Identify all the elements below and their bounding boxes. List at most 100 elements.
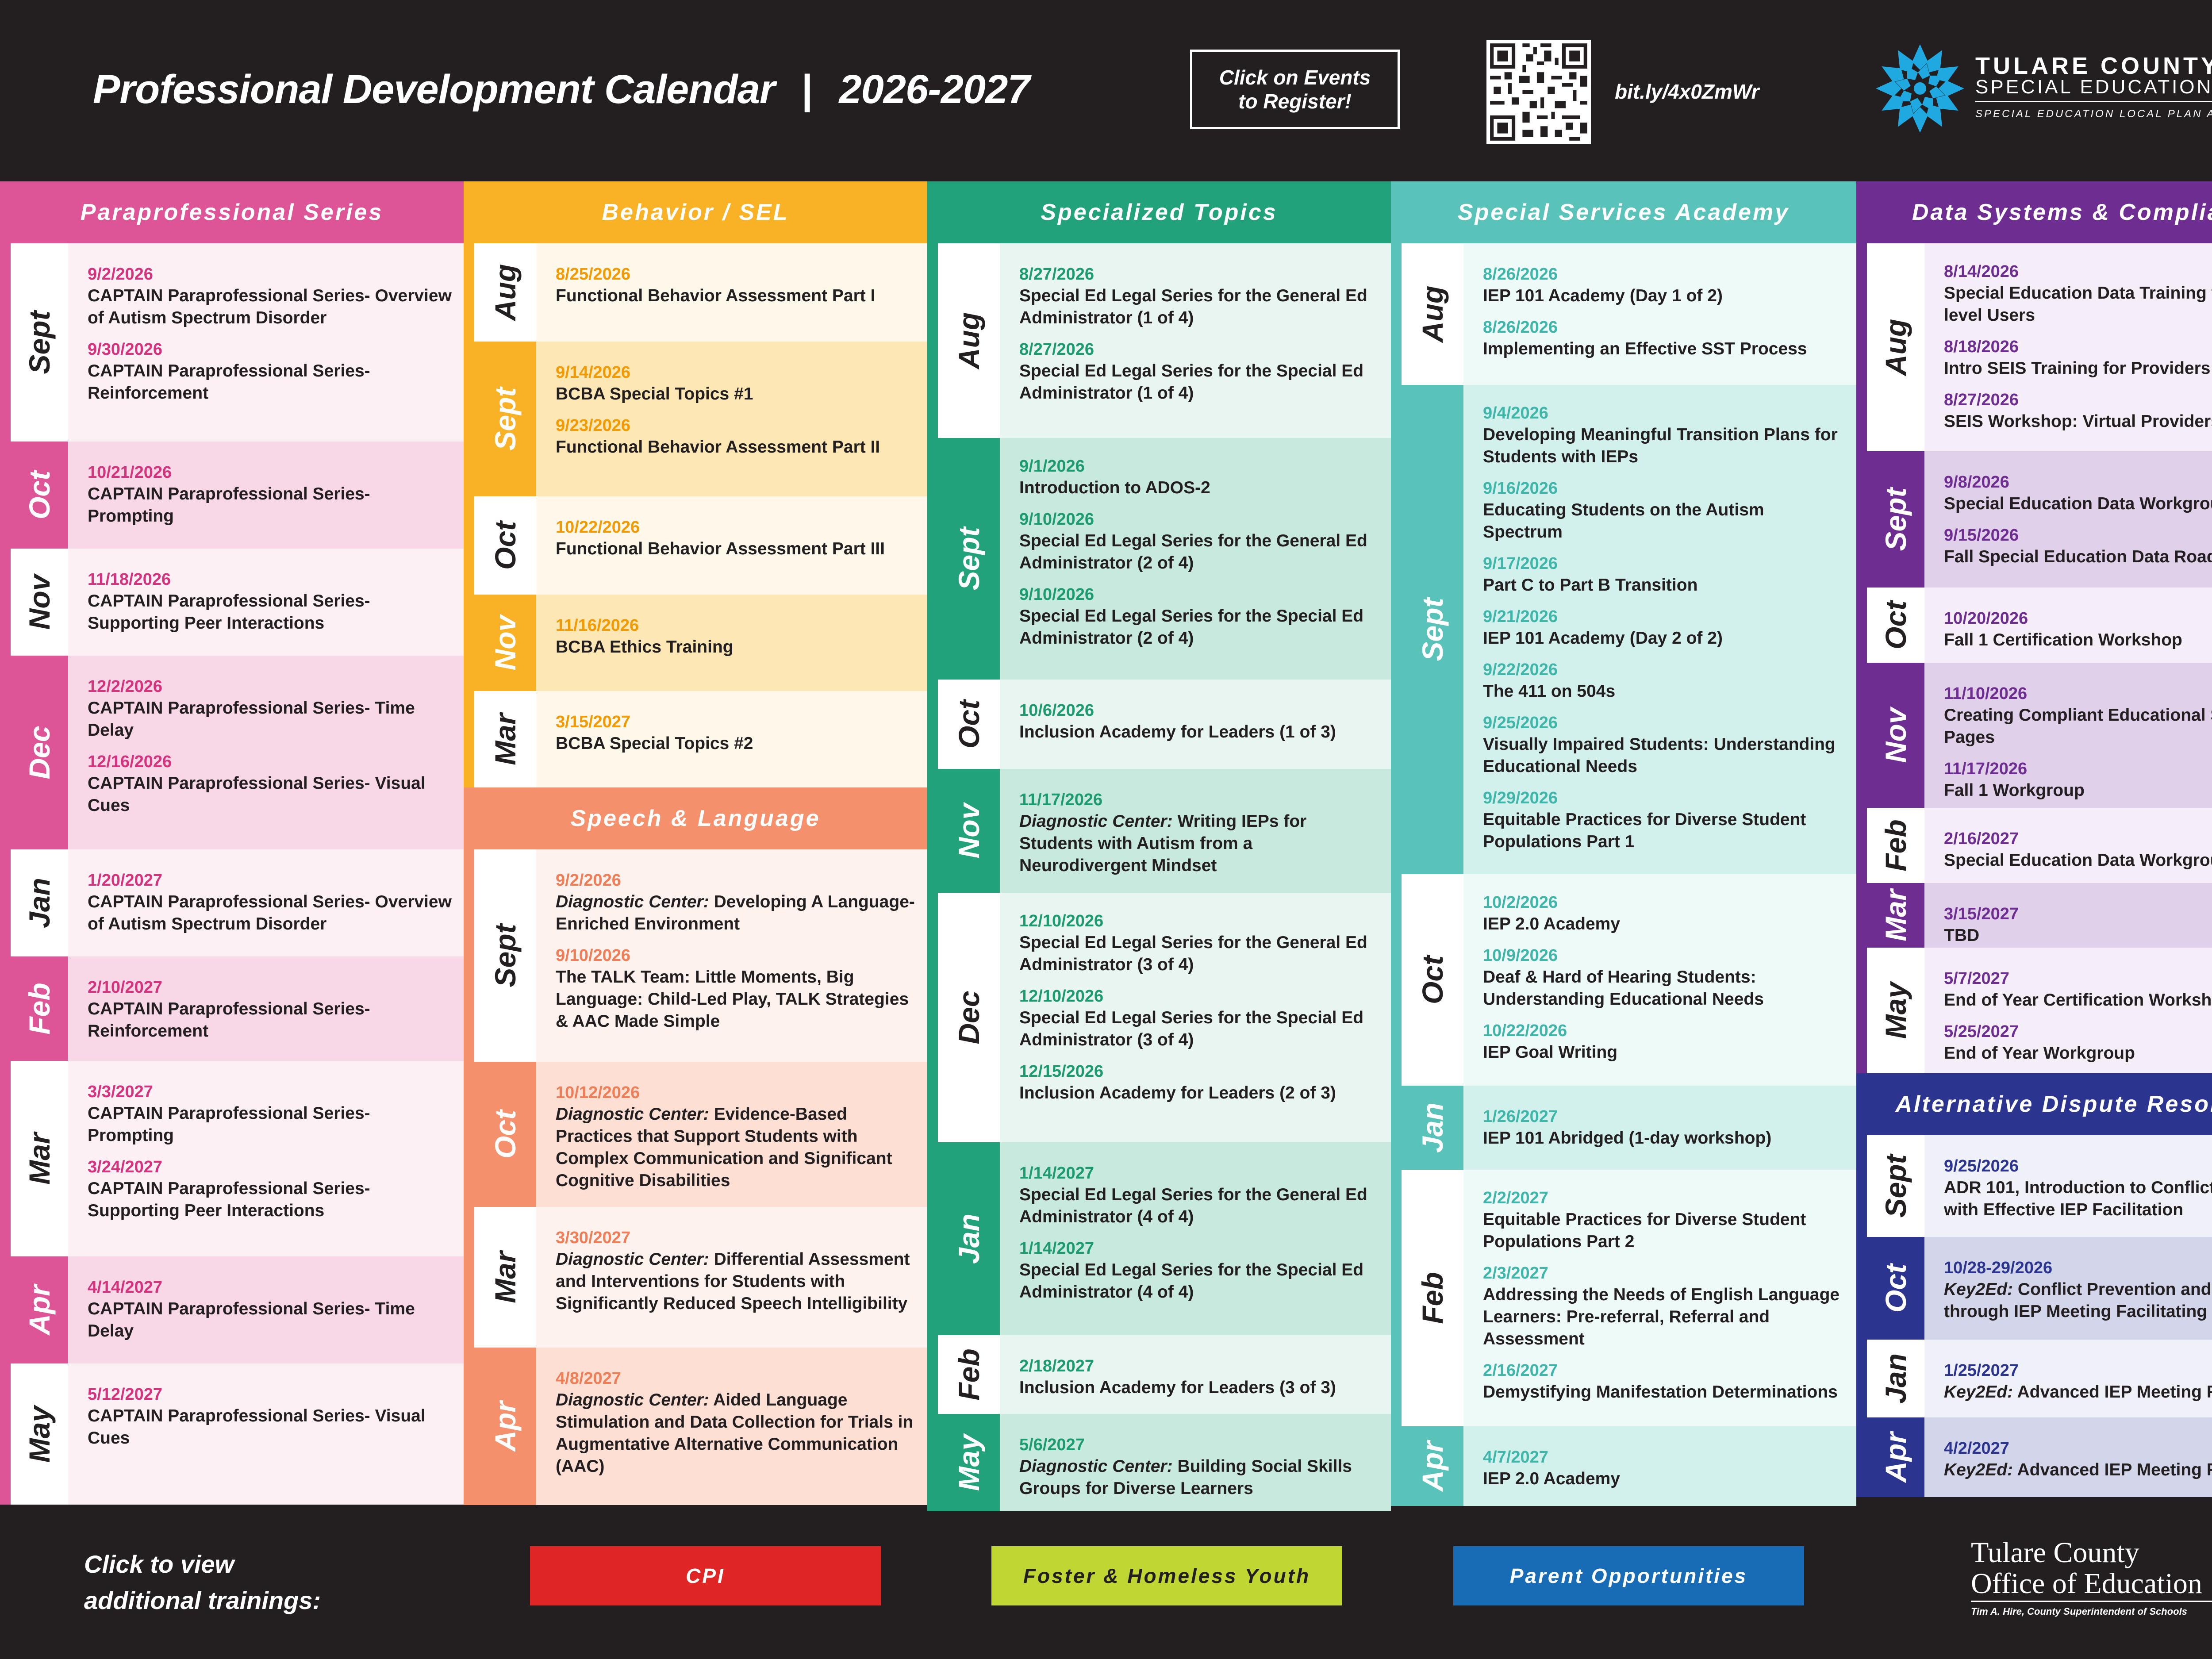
event-title[interactable]: Implementing an Effective SST Process bbox=[1483, 338, 1846, 360]
event-title[interactable]: Key2Ed: Advanced IEP Meeting Faciltation… bbox=[1944, 1381, 2212, 1403]
event-title[interactable]: CAPTAIN Paraprofessional Series- Overvie… bbox=[88, 891, 453, 935]
event-title[interactable]: Introduction to ADOS-2 bbox=[1019, 477, 1380, 499]
event-item[interactable]: 3/15/2027 TBD bbox=[1944, 903, 2212, 947]
event-item[interactable]: 8/27/2026 Special Ed Legal Series for the… bbox=[1019, 264, 1380, 329]
event-title[interactable]: Developing Meaningful Transition Plans f… bbox=[1483, 424, 1846, 468]
event-title[interactable]: Functional Behavior Assessment Part II bbox=[556, 436, 917, 458]
event-item[interactable]: 9/4/2026 Developing Meaningful Transition… bbox=[1483, 403, 1846, 468]
event-item[interactable]: 2/10/2027 CAPTAIN Paraprofessional Series… bbox=[88, 977, 453, 1042]
event-item[interactable]: 9/14/2026 BCBA Special Topics #1 bbox=[556, 362, 917, 405]
event-title[interactable]: Inclusion Academy for Leaders (2 of 3) bbox=[1019, 1082, 1380, 1104]
event-item[interactable]: 9/8/2026 Special Education Data Workgroup bbox=[1944, 472, 2212, 515]
event-item[interactable]: 5/7/2027 End of Year Certification Worksh… bbox=[1944, 968, 2212, 1011]
event-item[interactable]: 12/15/2026 Inclusion Academy for Leaders … bbox=[1019, 1061, 1380, 1104]
event-title[interactable]: IEP 101 Academy (Day 2 of 2) bbox=[1483, 627, 1846, 649]
event-item[interactable]: 8/25/2026 Functional Behavior Assessment … bbox=[556, 264, 917, 307]
event-item[interactable]: 10/22/2026 IEP Goal Writing bbox=[1483, 1020, 1846, 1064]
event-title[interactable]: CAPTAIN Paraprofessional Series- Support… bbox=[88, 590, 453, 634]
event-title[interactable]: Special Education Data Training for Dist… bbox=[1944, 282, 2212, 326]
event-title[interactable]: CAPTAIN Paraprofessional Series- Visual … bbox=[88, 772, 453, 817]
event-title[interactable]: CAPTAIN Paraprofessional Series- Support… bbox=[88, 1178, 453, 1222]
event-title[interactable]: Functional Behavior Assessment Part III bbox=[556, 538, 917, 560]
event-item[interactable]: 11/16/2026 BCBA Ethics Training bbox=[556, 615, 917, 658]
event-item[interactable]: 9/16/2026 Educating Students on the Autis… bbox=[1483, 478, 1846, 543]
event-item[interactable]: 9/10/2026 Special Ed Legal Series for the… bbox=[1019, 584, 1380, 649]
event-title[interactable]: Demystifying Manifestation Determination… bbox=[1483, 1381, 1846, 1403]
event-item[interactable]: 1/20/2027 CAPTAIN Paraprofessional Series… bbox=[88, 870, 453, 935]
event-item[interactable]: 9/2/2026 Diagnostic Center: Developing A … bbox=[556, 870, 917, 935]
event-item[interactable]: 8/27/2026 SEIS Workshop: Virtual Provider… bbox=[1944, 389, 2212, 433]
event-item[interactable]: 12/10/2026 Special Ed Legal Series for th… bbox=[1019, 910, 1380, 976]
event-item[interactable]: 9/1/2026 Introduction to ADOS-2 bbox=[1019, 456, 1380, 499]
event-item[interactable]: 8/18/2026 Intro SEIS Training for Provide… bbox=[1944, 336, 2212, 380]
event-title[interactable]: CAPTAIN Paraprofessional Series- Time De… bbox=[88, 1298, 453, 1342]
event-title[interactable]: Diagnostic Center: Aided Language Stimul… bbox=[556, 1389, 917, 1478]
event-title[interactable]: Inclusion Academy for Leaders (3 of 3) bbox=[1019, 1377, 1380, 1399]
event-item[interactable]: 2/16/2027 Demystifying Manifestation Dete… bbox=[1483, 1360, 1846, 1403]
event-item[interactable]: 9/29/2026 Equitable Practices for Diverse… bbox=[1483, 787, 1846, 853]
event-title[interactable]: SEIS Workshop: Virtual Providers Edition bbox=[1944, 411, 2212, 433]
event-title[interactable]: Key2Ed: Conflict Prevention and Resoluti… bbox=[1944, 1279, 2212, 1323]
event-item[interactable]: 2/3/2027 Addressing the Needs of English … bbox=[1483, 1263, 1846, 1350]
event-item[interactable]: 10/12/2026 Diagnostic Center: Evidence-Ba… bbox=[556, 1082, 917, 1192]
event-item[interactable]: 4/7/2027 IEP 2.0 Academy bbox=[1483, 1447, 1846, 1490]
event-item[interactable]: 4/14/2027 CAPTAIN Paraprofessional Series… bbox=[88, 1277, 453, 1342]
short-link[interactable]: bit.ly/4x0ZmWr bbox=[1615, 80, 1759, 103]
event-title[interactable]: IEP 2.0 Academy bbox=[1483, 1468, 1846, 1490]
parent-opportunities-button[interactable]: Parent Opportunities bbox=[1453, 1546, 1804, 1605]
event-title[interactable]: Creating Compliant Educational Settings … bbox=[1944, 704, 2212, 749]
event-title[interactable]: Deaf & Hard of Hearing Students: Underst… bbox=[1483, 966, 1846, 1010]
event-item[interactable]: 2/2/2027 Equitable Practices for Diverse … bbox=[1483, 1187, 1846, 1253]
event-title[interactable]: CAPTAIN Paraprofessional Series- Prompti… bbox=[88, 1102, 453, 1147]
event-title[interactable]: Special Ed Legal Series for the Special … bbox=[1019, 1007, 1380, 1051]
event-item[interactable]: 5/12/2027 CAPTAIN Paraprofessional Series… bbox=[88, 1384, 453, 1449]
event-item[interactable]: 9/25/2026 Visually Impaired Students: Und… bbox=[1483, 712, 1846, 778]
event-item[interactable]: 11/10/2026 Creating Compliant Educational… bbox=[1944, 683, 2212, 749]
event-title[interactable]: Key2Ed: Advanced IEP Meeting Faciltation… bbox=[1944, 1459, 2212, 1481]
event-title[interactable]: Functional Behavior Assessment Part I bbox=[556, 285, 917, 307]
event-title[interactable]: CAPTAIN Paraprofessional Series- Visual … bbox=[88, 1405, 453, 1449]
event-title[interactable]: Special Ed Legal Series for the General … bbox=[1019, 1184, 1380, 1228]
event-title[interactable]: Special Education Data Workgroup bbox=[1944, 493, 2212, 515]
event-item[interactable]: 9/30/2026 CAPTAIN Paraprofessional Series… bbox=[88, 339, 453, 404]
event-title[interactable]: End of Year Certification Workshop bbox=[1944, 989, 2212, 1011]
event-title[interactable]: Addressing the Needs of English Language… bbox=[1483, 1284, 1846, 1350]
event-item[interactable]: 8/26/2026 IEP 101 Academy (Day 1 of 2) bbox=[1483, 264, 1846, 307]
event-item[interactable]: 1/26/2027 IEP 101 Abridged (1-day worksho… bbox=[1483, 1106, 1846, 1149]
event-item[interactable]: 1/14/2027 Special Ed Legal Series for the… bbox=[1019, 1163, 1380, 1228]
event-title[interactable]: Diagnostic Center: Evidence-Based Practi… bbox=[556, 1103, 917, 1192]
event-item[interactable]: 10/21/2026 CAPTAIN Paraprofessional Serie… bbox=[88, 462, 453, 527]
event-item[interactable]: 11/17/2026 Fall 1 Workgroup bbox=[1944, 758, 2212, 802]
event-item[interactable]: 3/15/2027 BCBA Special Topics #2 bbox=[556, 711, 917, 755]
event-title[interactable]: CAPTAIN Paraprofessional Series- Prompti… bbox=[88, 483, 453, 527]
event-title[interactable]: IEP 101 Abridged (1-day workshop) bbox=[1483, 1127, 1846, 1149]
event-title[interactable]: Special Ed Legal Series for the General … bbox=[1019, 932, 1380, 976]
event-item[interactable]: 9/25/2026 ADR 101, Introduction to Confli… bbox=[1944, 1156, 2212, 1221]
event-item[interactable]: 9/22/2026 The 411 on 504s bbox=[1483, 659, 1846, 703]
event-item[interactable]: 10/22/2026 Functional Behavior Assessment… bbox=[556, 517, 917, 560]
event-title[interactable]: Fall 1 Workgroup bbox=[1944, 780, 2212, 802]
event-title[interactable]: Educating Students on the Autism Spectru… bbox=[1483, 499, 1846, 543]
event-title[interactable]: BCBA Special Topics #1 bbox=[556, 383, 917, 405]
event-item[interactable]: 10/9/2026 Deaf & Hard of Hearing Students… bbox=[1483, 945, 1846, 1010]
event-item[interactable]: 9/10/2026 The TALK Team: Little Moments, … bbox=[556, 945, 917, 1033]
event-item[interactable]: 10/2/2026 IEP 2.0 Academy bbox=[1483, 892, 1846, 935]
event-title[interactable]: Diagnostic Center: Differential Assessme… bbox=[556, 1248, 917, 1315]
event-item[interactable]: 10/20/2026 Fall 1 Certification Workshop bbox=[1944, 608, 2212, 651]
event-item[interactable]: 8/14/2026 Special Education Data Training… bbox=[1944, 261, 2212, 326]
event-title[interactable]: Equitable Practices for Diverse Student … bbox=[1483, 809, 1846, 853]
event-title[interactable]: Inclusion Academy for Leaders (1 of 3) bbox=[1019, 721, 1380, 743]
event-title[interactable]: Special Ed Legal Series for the Special … bbox=[1019, 605, 1380, 649]
event-title[interactable]: BCBA Special Topics #2 bbox=[556, 733, 917, 755]
foster-homeless-youth-button[interactable]: Foster & Homeless Youth bbox=[991, 1546, 1342, 1605]
event-title[interactable]: ADR 101, Introduction to Conflict Preven… bbox=[1944, 1177, 2212, 1221]
event-title[interactable]: Diagnostic Center: Building Social Skill… bbox=[1019, 1455, 1380, 1500]
cpi-button[interactable]: CPI bbox=[530, 1546, 881, 1605]
event-title[interactable]: Visually Impaired Students: Understandin… bbox=[1483, 733, 1846, 778]
event-item[interactable]: 8/27/2026 Special Ed Legal Series for the… bbox=[1019, 339, 1380, 404]
register-button[interactable]: Click on Events to Register! bbox=[1190, 50, 1400, 129]
event-item[interactable]: 12/2/2026 CAPTAIN Paraprofessional Series… bbox=[88, 676, 453, 741]
event-item[interactable]: 3/30/2027 Diagnostic Center: Differential… bbox=[556, 1227, 917, 1315]
event-title[interactable]: CAPTAIN Paraprofessional Series- Reinfor… bbox=[88, 360, 453, 404]
